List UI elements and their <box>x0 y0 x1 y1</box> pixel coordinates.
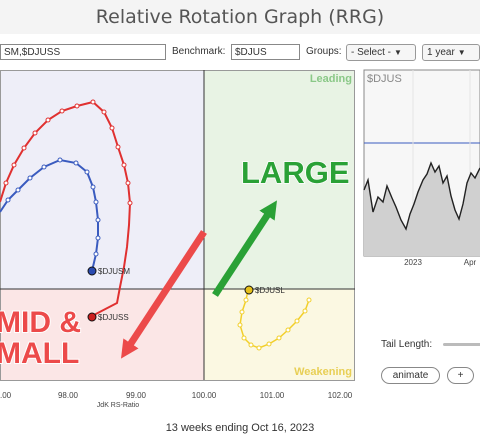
quadrant-leading <box>204 70 355 289</box>
x-tick: 101.00 <box>260 391 285 400</box>
mini-chart-x-label: Apr <box>464 258 477 267</box>
groups-select-value: - Select - <box>351 47 392 58</box>
djusm-tail-line <box>0 158 99 272</box>
djuss-head[interactable] <box>87 312 97 322</box>
mini-chart-line <box>363 161 480 231</box>
mid-annotation-line2: MALL <box>0 337 79 370</box>
benchmark-input[interactable]: $DJUS <box>231 44 300 60</box>
period-select-value: 1 year <box>427 47 455 58</box>
benchmark-label: Benchmark: <box>172 46 226 57</box>
large-annotation: LARGE <box>241 155 350 190</box>
quadrant-lagging <box>0 289 204 380</box>
chevron-down-icon: ▼ <box>394 48 402 57</box>
djusm-head[interactable] <box>87 266 97 276</box>
symbols-input[interactable]: SM,$DJUSS <box>0 44 166 60</box>
mid-annotation-line1: MID & <box>0 306 81 339</box>
plot-border <box>0 70 355 381</box>
period-select[interactable]: 1 year ▼ <box>422 44 480 61</box>
mini-chart: $DJUS 2023 Apr <box>363 69 480 267</box>
tail-length-slider[interactable] <box>443 343 480 346</box>
mini-chart-symbol: $DJUS <box>367 73 402 85</box>
djuss-tail-points <box>3 99 133 206</box>
chevron-down-icon: ▼ <box>457 48 466 57</box>
x-axis-label: JdK RS-Ratio <box>97 402 140 409</box>
quadrant-improving <box>0 70 204 289</box>
mini-chart-area <box>364 163 480 256</box>
x-tick: 100.00 <box>192 391 217 400</box>
page-title: Relative Rotation Graph (RRG) <box>0 0 480 34</box>
x-tick: 99.00 <box>126 391 147 400</box>
djuss-head-label: $DJUSS <box>98 313 129 322</box>
x-tick-partial: .00 <box>0 391 12 400</box>
quadrant-label-leading: Leading <box>310 73 352 85</box>
animate-button[interactable]: animate <box>381 367 440 384</box>
djusl-head[interactable] <box>244 285 254 295</box>
djusm-tail-points <box>5 157 101 257</box>
tail-length-label: Tail Length: <box>381 339 433 350</box>
djusl-head-label: $DJUSL <box>255 286 285 295</box>
date-range-caption: 13 weeks ending Oct 16, 2023 <box>165 422 315 434</box>
groups-label: Groups: <box>306 46 342 57</box>
djusm-head-label: $DJUSM <box>98 267 130 276</box>
large-arrow <box>212 200 277 297</box>
groups-select[interactable]: - Select - ▼ <box>346 44 416 61</box>
toolbar: SM,$DJUSS Benchmark: $DJUS Groups: - Sel… <box>0 44 480 62</box>
quadrant-weakening <box>204 289 355 380</box>
plus-button[interactable]: + <box>447 367 474 384</box>
djusl-tail-points <box>237 297 312 351</box>
x-tick: 98.00 <box>58 391 79 400</box>
x-tick: 102.00 <box>328 391 353 400</box>
x-axis: .00 98.00 99.00 100.00 101.00 102.00 JdK… <box>0 391 353 409</box>
mid-small-arrow <box>121 230 207 359</box>
mini-chart-x-label: 2023 <box>404 258 422 267</box>
quadrant-label-weakening: Weakening <box>294 366 352 378</box>
